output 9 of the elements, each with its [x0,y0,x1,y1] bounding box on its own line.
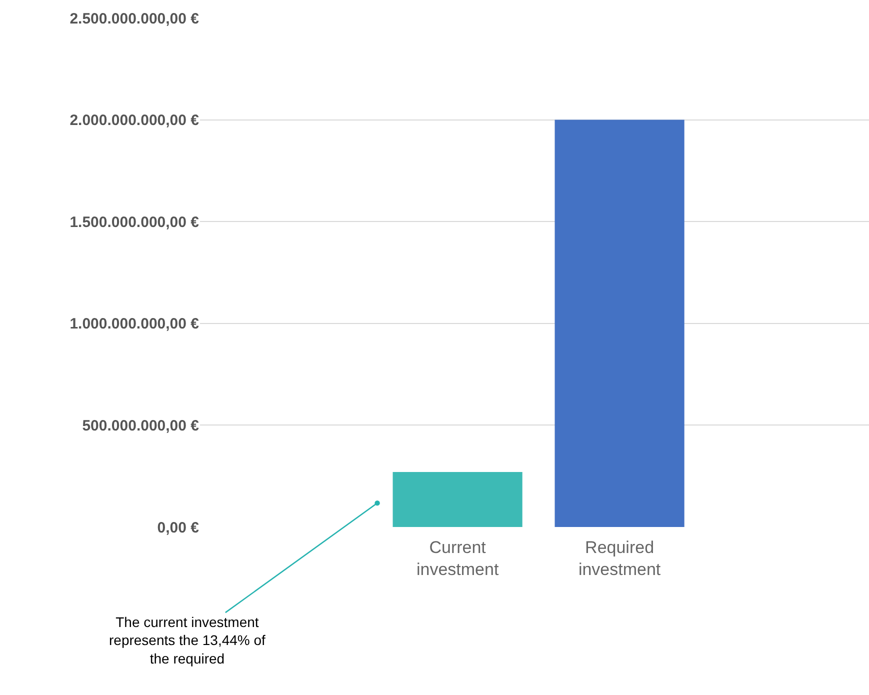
y-tick-label: 500.000.000,00 € [82,417,200,434]
y-tick-label: 2.000.000.000,00 € [70,112,200,130]
x-tick-label: Current investment [416,538,499,580]
y-tick-label: 2.500.000.000,00 € [70,10,200,28]
y-tick-label: 1.500.000.000,00 € [70,214,200,231]
y-tick-label: 0,00 € [157,519,200,536]
text: The current investment represents the 13,44% of the required [109,614,266,666]
y-tick-label: 1.000.000.000,00 € [70,316,200,333]
x-tick-label: Required investment [578,538,661,580]
